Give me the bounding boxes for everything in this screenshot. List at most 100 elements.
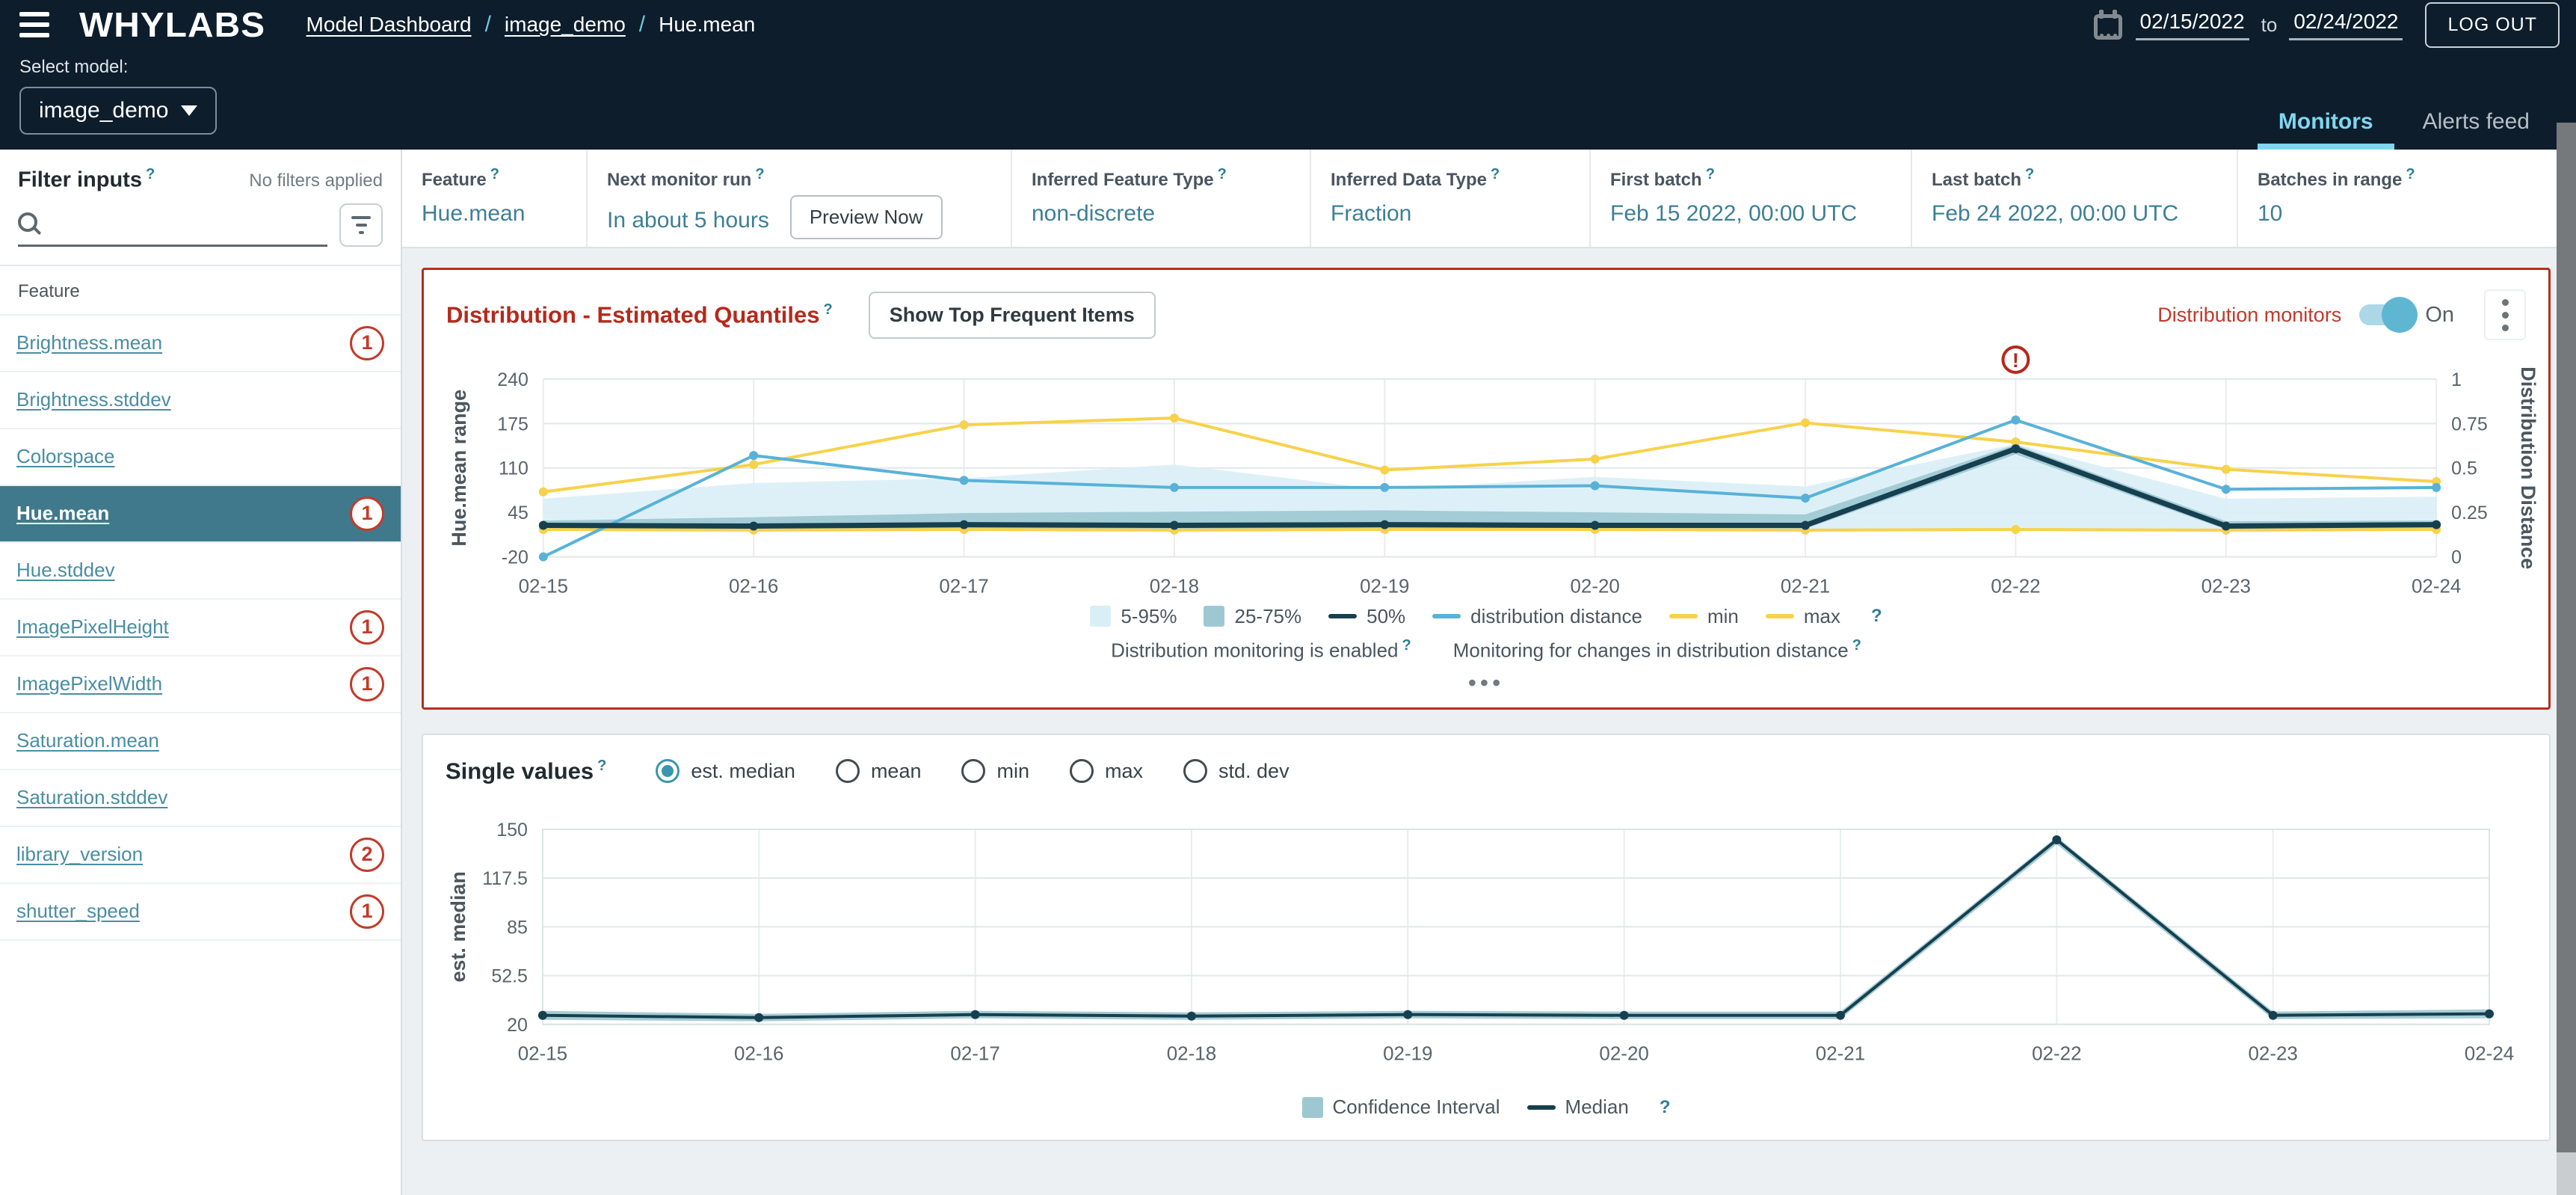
alert-count-badge: 1 <box>350 894 384 929</box>
svg-text:02-19: 02-19 <box>1383 1042 1432 1065</box>
main-tabs: Monitors Alerts feed <box>2258 99 2551 150</box>
info-col-last-batch: Last batch? Feb 24 2022, 00:00 UTC <box>1911 150 2237 247</box>
radio-icon <box>961 759 985 783</box>
breadcrumb-image-demo[interactable]: image_demo <box>505 13 626 37</box>
help-icon[interactable]: ? <box>1852 637 1861 654</box>
help-icon[interactable]: ? <box>597 758 606 774</box>
alert-count-badge: 1 <box>350 610 384 645</box>
single-values-chart[interactable]: 02-1502-1602-1702-1802-1902-2002-2102-22… <box>423 790 2549 1096</box>
svg-text:Hue.mean range: Hue.mean range <box>448 390 470 547</box>
sidebar-item-colorspace[interactable]: Colorspace <box>0 429 401 486</box>
help-icon[interactable]: ? <box>1660 1097 1671 1118</box>
alert-count-badge: 1 <box>350 326 384 360</box>
distribution-quantiles-chart[interactable]: 02-1502-1602-1702-1802-1902-2002-2102-22… <box>424 343 2548 603</box>
help-icon[interactable]: ? <box>1402 637 1411 654</box>
svg-text:20: 20 <box>507 1015 528 1036</box>
distribution-chart-legend: 5-95% 25-75% 50% distribution distance m… <box>424 603 2548 628</box>
filter-icon <box>351 216 371 219</box>
help-icon[interactable]: ? <box>1218 166 1227 182</box>
radio-max[interactable]: max <box>1070 759 1143 783</box>
preview-now-button[interactable]: Preview Now <box>790 195 943 239</box>
sidebar-item-imagepixelwidth[interactable]: ImagePixelWidth 1 <box>0 657 401 713</box>
svg-text:02-23: 02-23 <box>2201 575 2251 598</box>
alert-count-badge: 1 <box>350 667 384 701</box>
sidebar-item-imagepixelheight[interactable]: ImagePixelHeight 1 <box>0 600 401 657</box>
main-content: Feature? Hue.mean Next monitor run? In a… <box>402 150 2576 1195</box>
svg-text:02-22: 02-22 <box>1991 575 2040 598</box>
svg-text:!: ! <box>2012 349 2019 372</box>
radio-std-dev[interactable]: std. dev <box>1183 759 1289 783</box>
radio-icon <box>1183 759 1207 783</box>
legend-swatch-max <box>1766 614 1794 618</box>
legend-swatch-median <box>1527 1105 1556 1110</box>
filter-inputs-title: Filter inputs? <box>18 166 155 193</box>
model-select-dropdown[interactable]: image_demo <box>19 87 217 135</box>
tab-monitors[interactable]: Monitors <box>2258 99 2394 150</box>
svg-text:02-18: 02-18 <box>1167 1042 1216 1065</box>
feature-search-box[interactable] <box>18 206 327 247</box>
hamburger-menu-icon[interactable] <box>19 12 54 37</box>
sidebar-item-shutter-speed[interactable]: shutter_speed 1 <box>0 884 401 941</box>
distribution-monitors-toggle[interactable] <box>2359 304 2415 325</box>
help-icon[interactable]: ? <box>1706 166 1715 182</box>
svg-text:02-21: 02-21 <box>1816 1042 1865 1065</box>
radio-icon <box>1070 759 1094 783</box>
svg-text:02-16: 02-16 <box>729 575 778 598</box>
help-icon[interactable]: ? <box>824 301 833 318</box>
svg-text:0.25: 0.25 <box>2451 503 2488 523</box>
help-icon[interactable]: ? <box>2025 166 2034 182</box>
tab-alerts-feed[interactable]: Alerts feed <box>2402 99 2551 150</box>
date-to-input[interactable]: 02/24/2022 <box>2289 10 2403 40</box>
alert-count-badge: 1 <box>350 497 384 531</box>
sidebar-item-brightness-stddev[interactable]: Brightness.stddev <box>0 372 401 429</box>
date-range-to-label: to <box>2261 13 2278 37</box>
svg-text:0.75: 0.75 <box>2451 414 2488 434</box>
distribution-monitors-label: Distribution monitors <box>2157 304 2341 327</box>
sidebar-item-hue-stddev[interactable]: Hue.stddev <box>0 543 401 600</box>
sidebar-item-hue-mean[interactable]: Hue.mean 1 <box>0 486 401 543</box>
radio-mean[interactable]: mean <box>836 759 922 783</box>
info-col-feature: Feature? Hue.mean <box>402 150 586 247</box>
sidebar-item-saturation-stddev[interactable]: Saturation.stddev <box>0 770 401 827</box>
svg-text:02-21: 02-21 <box>1781 575 1830 598</box>
sidebar-item-library-version[interactable]: library_version 2 <box>0 827 401 884</box>
page-scrollbar[interactable] <box>2557 123 2576 1195</box>
kebab-menu-icon[interactable] <box>2484 289 2526 340</box>
svg-text:02-22: 02-22 <box>2032 1042 2081 1065</box>
sub-header: Select model: image_demo Monitors Alerts… <box>0 49 2576 150</box>
info-col-inferred-feature-type: Inferred Feature Type? non-discrete <box>1011 150 1310 247</box>
help-icon[interactable]: ? <box>755 166 764 182</box>
breadcrumb-model-dashboard[interactable]: Model Dashboard <box>306 13 472 37</box>
model-select-value: image_demo <box>39 98 168 123</box>
svg-text:02-24: 02-24 <box>2465 1042 2514 1065</box>
single-values-title: Single values? <box>446 758 606 784</box>
radio-est-median[interactable]: est. median <box>656 759 795 783</box>
show-top-frequent-items-button[interactable]: Show Top Frequent Items <box>869 292 1156 339</box>
distribution-chart-captions: Distribution monitoring is enabled? Moni… <box>424 628 2548 663</box>
help-icon[interactable]: ? <box>1491 166 1500 182</box>
svg-text:-20: -20 <box>502 547 529 568</box>
sidebar-item-brightness-mean[interactable]: Brightness.mean 1 <box>0 316 401 372</box>
legend-swatch-50 <box>1328 614 1357 618</box>
svg-text:02-18: 02-18 <box>1150 575 1199 598</box>
distribution-panel: Distribution - Estimated Quantiles? Show… <box>422 268 2551 710</box>
sidebar-item-saturation-mean[interactable]: Saturation.mean <box>0 713 401 770</box>
feature-column-header: Feature <box>0 266 401 316</box>
whylabs-dashboard: WHYLABS Model Dashboard / image_demo / H… <box>0 0 2576 1195</box>
date-from-input[interactable]: 02/15/2022 <box>2136 10 2249 40</box>
info-col-inferred-data-type: Inferred Data Type? Fraction <box>1310 150 1589 247</box>
radio-min[interactable]: min <box>961 759 1029 783</box>
help-icon[interactable]: ? <box>490 166 499 182</box>
help-icon[interactable]: ? <box>1871 606 1882 627</box>
breadcrumb-separator: / <box>639 12 645 37</box>
calendar-icon[interactable] <box>2094 10 2122 40</box>
panel-expand-dots[interactable]: ••• <box>424 662 2548 707</box>
scrollbar-thumb[interactable] <box>2557 123 2576 1152</box>
help-icon[interactable]: ? <box>146 166 155 182</box>
search-input[interactable] <box>45 214 327 237</box>
log-out-button[interactable]: LOG OUT <box>2425 2 2560 48</box>
filter-button[interactable] <box>339 203 383 247</box>
help-icon[interactable]: ? <box>2406 166 2415 182</box>
whylabs-logo: WHYLABS <box>79 4 265 45</box>
svg-text:150: 150 <box>496 820 528 841</box>
